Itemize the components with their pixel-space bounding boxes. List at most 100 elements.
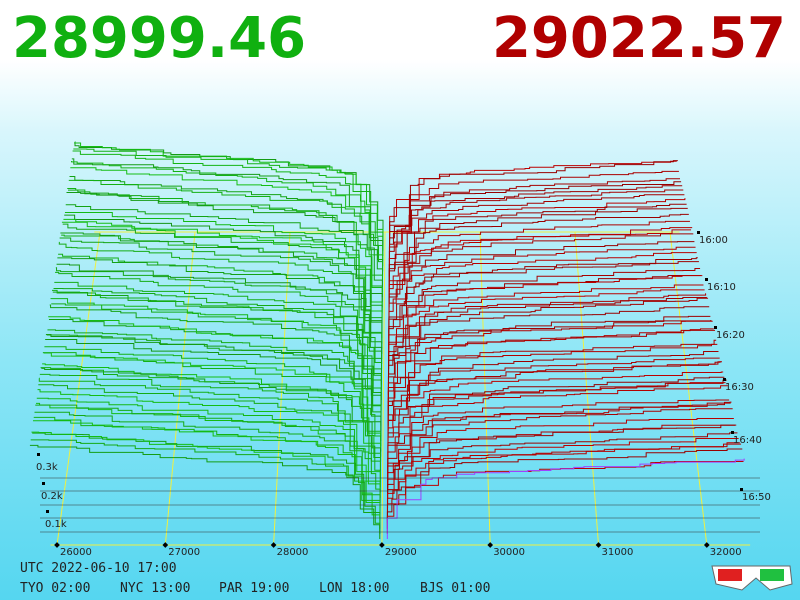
bid-depth-line bbox=[53, 287, 382, 380]
ask-depth-line bbox=[388, 233, 694, 313]
tick-dot bbox=[54, 542, 60, 548]
bid-depth-line bbox=[42, 352, 382, 452]
ask-depth-line bbox=[388, 275, 703, 354]
tick-dot bbox=[379, 542, 385, 548]
bid-depth-line bbox=[68, 189, 384, 282]
tick-dot bbox=[162, 542, 169, 548]
price-label: 29000 bbox=[385, 547, 417, 558]
tick-dot bbox=[714, 326, 717, 329]
ask-depth-line bbox=[388, 203, 687, 282]
tick-dot bbox=[46, 510, 49, 513]
bid-depth-line bbox=[46, 334, 382, 426]
ask-depth-line bbox=[387, 339, 717, 416]
ask-depth-line bbox=[387, 418, 734, 493]
time-label: 16:40 bbox=[733, 435, 762, 446]
bid-depth-line bbox=[68, 179, 384, 277]
ask-depth-line bbox=[386, 443, 742, 524]
bid-depth-line bbox=[36, 397, 381, 493]
bid-depth-line bbox=[55, 271, 383, 370]
3d-glasses-icon[interactable] bbox=[711, 565, 793, 591]
ask-depth-line bbox=[389, 181, 682, 256]
ask-depth-line bbox=[388, 198, 686, 277]
bid-depth-line bbox=[58, 241, 383, 344]
tick-dot bbox=[705, 278, 708, 281]
bid-depth-line bbox=[44, 346, 382, 442]
bid-depth-line bbox=[45, 338, 382, 437]
time-label: 16:30 bbox=[725, 382, 754, 393]
tick-dot bbox=[595, 542, 602, 548]
ask-depth-line bbox=[388, 293, 707, 370]
bid-depth-line bbox=[64, 214, 383, 308]
depth-label: 0.3k bbox=[36, 462, 58, 473]
price-label: 27000 bbox=[168, 547, 200, 558]
tick-dot bbox=[740, 488, 743, 491]
ask-depth-line bbox=[388, 274, 702, 349]
bid-depth-line bbox=[63, 218, 383, 313]
bid-depth-line bbox=[30, 439, 381, 534]
ask-depth-line bbox=[388, 252, 697, 329]
ask-depth-line bbox=[388, 241, 695, 318]
ask-price: 29022.57 bbox=[491, 6, 786, 71]
ask-depth-line bbox=[388, 220, 690, 298]
grid-line bbox=[381, 231, 386, 546]
bid-depth-line bbox=[49, 304, 382, 406]
bid-depth-line bbox=[67, 188, 383, 287]
price-label: 26000 bbox=[60, 547, 92, 558]
bid-depth-line bbox=[38, 384, 381, 483]
ask-depth-line bbox=[387, 320, 712, 395]
ask-depth-line bbox=[388, 297, 707, 375]
grid-line bbox=[273, 231, 291, 546]
city-time: PAR 19:00 bbox=[219, 581, 289, 596]
time-label: 16:20 bbox=[716, 330, 745, 341]
bid-depth-line bbox=[47, 329, 382, 421]
ask-depth-line bbox=[387, 379, 727, 462]
ask-depth-line bbox=[388, 207, 688, 287]
bid-depth-line bbox=[56, 263, 383, 359]
utc-time: UTC 2022-06-10 17:00 bbox=[20, 561, 177, 576]
ask-depth-line bbox=[387, 385, 728, 467]
tick-dot bbox=[723, 378, 726, 381]
bid-depth-line bbox=[66, 191, 383, 292]
ask-depth-line bbox=[388, 297, 709, 380]
ask-depth-line bbox=[387, 424, 737, 503]
grid-line bbox=[479, 231, 491, 546]
ask-depth-line bbox=[387, 376, 725, 452]
time-label: 16:00 bbox=[699, 235, 728, 246]
ask-depth-line bbox=[387, 361, 722, 442]
bid-depth-line bbox=[71, 160, 384, 262]
ask-depth-line bbox=[387, 343, 718, 421]
bid-depth-line bbox=[52, 291, 382, 385]
ask-depth-line bbox=[386, 448, 743, 529]
depth-label: 0.1k bbox=[45, 519, 67, 530]
ask-depth-line bbox=[387, 382, 726, 457]
bid-depth-line bbox=[72, 150, 384, 251]
price-label: 32000 bbox=[710, 547, 742, 558]
ask-depth-line bbox=[387, 329, 715, 411]
bid-depth-line bbox=[31, 431, 381, 529]
ask-depth-line bbox=[388, 261, 699, 339]
ask-depth-line bbox=[387, 432, 738, 509]
ask-depth-line bbox=[388, 289, 705, 365]
ask-depth-line bbox=[387, 399, 730, 473]
bid-depth-line bbox=[59, 237, 383, 339]
ask-depth-line bbox=[388, 306, 710, 385]
bid-depth-line bbox=[32, 432, 381, 524]
bid-depth-line bbox=[73, 148, 384, 246]
city-time: TYO 02:00 bbox=[20, 581, 90, 596]
ask-depth-line bbox=[387, 320, 713, 401]
ask-depth-line bbox=[387, 357, 720, 431]
city-time: LON 18:00 bbox=[319, 581, 389, 596]
ask-depth-line bbox=[387, 424, 736, 498]
ask-depth-line bbox=[387, 437, 739, 514]
bid-depth-line bbox=[55, 267, 383, 365]
ask-depth-line bbox=[388, 213, 689, 292]
bid-depth-line bbox=[62, 223, 383, 318]
depth-label: 0.2k bbox=[41, 491, 63, 502]
bid-depth-line bbox=[32, 420, 381, 519]
ask-depth-line bbox=[388, 268, 701, 344]
ask-depth-line bbox=[388, 284, 704, 359]
ask-depth-line bbox=[386, 460, 744, 534]
bid-depth-line bbox=[71, 158, 384, 256]
bid-depth-line bbox=[57, 257, 383, 354]
